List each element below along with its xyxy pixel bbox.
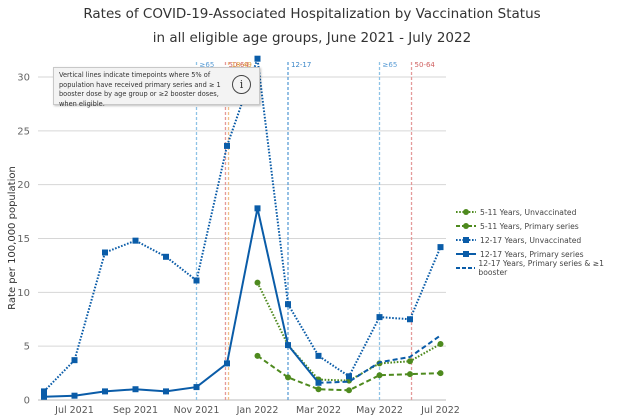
data-point[interactable] bbox=[71, 357, 78, 364]
data-point[interactable] bbox=[102, 388, 108, 395]
series-line bbox=[43, 208, 320, 398]
data-point[interactable] bbox=[437, 370, 444, 377]
series-5-11-years-primary-series[interactable] bbox=[254, 352, 444, 394]
data-point[interactable] bbox=[163, 253, 169, 260]
legend-label: 12-17 Years, Primary series & ≥1 booster bbox=[478, 259, 604, 277]
y-tick-label: 20 bbox=[17, 180, 30, 191]
y-axis-label: Rate per 100,000 population bbox=[7, 166, 18, 310]
legend-label: 12-17 Years, Unvaccinated bbox=[480, 235, 582, 245]
x-tick-label: Jan 2022 bbox=[236, 405, 279, 416]
y-tick-label: 15 bbox=[17, 234, 30, 245]
series-line bbox=[256, 355, 441, 392]
data-point[interactable] bbox=[407, 371, 413, 378]
legend-label: 5-11 Years, Primary series bbox=[480, 221, 579, 231]
series-line bbox=[318, 334, 442, 384]
vertical-line-label: 18-49 bbox=[232, 61, 252, 69]
x-axis-ticks: Jul 2021 Sep 2021 Nov 2021 Jan 2022 Mar 2022… bbox=[54, 405, 460, 416]
data-point[interactable] bbox=[376, 372, 383, 379]
vertical-line-label: ≥65 bbox=[200, 61, 215, 69]
data-point[interactable] bbox=[315, 352, 322, 359]
info-icon[interactable]: i bbox=[232, 75, 251, 94]
legend-item[interactable]: 12-17 Years, Primary series bbox=[455, 247, 624, 261]
legend-item[interactable]: 12-17 Years, Unvaccinated bbox=[455, 233, 624, 247]
data-point[interactable] bbox=[193, 277, 200, 284]
chart-title: Rates of COVID-19-Associated Hospitaliza… bbox=[83, 6, 541, 22]
data-point[interactable] bbox=[163, 388, 169, 395]
gridlines bbox=[38, 76, 446, 401]
y-tick-label: 0 bbox=[24, 396, 30, 407]
data-point[interactable] bbox=[41, 388, 47, 395]
x-tick-label: Jul 2022 bbox=[420, 405, 460, 416]
annotation-tooltip: Vertical lines indicate timepoints where… bbox=[53, 67, 260, 108]
data-point[interactable] bbox=[132, 237, 139, 244]
y-tick-label: 25 bbox=[17, 126, 30, 137]
data-point[interactable] bbox=[315, 386, 322, 393]
data-point[interactable] bbox=[193, 384, 200, 391]
vertical-line-label: 50-64 bbox=[228, 61, 249, 69]
y-tick-label: 5 bbox=[24, 342, 30, 353]
chart-subtitle: in all eligible age groups, June 2021 - … bbox=[152, 30, 472, 46]
legend-item[interactable]: 12-17 Years, Primary series & ≥1 booster bbox=[455, 259, 624, 277]
data-point[interactable] bbox=[102, 249, 108, 256]
legend-label: 5-11 Years, Unvaccinated bbox=[480, 207, 577, 217]
data-point[interactable] bbox=[254, 352, 261, 359]
data-point[interactable] bbox=[254, 55, 261, 62]
legend-swatch bbox=[456, 251, 476, 257]
y-tick-label: 10 bbox=[17, 288, 30, 299]
x-tick-label: Jul 2021 bbox=[54, 405, 94, 416]
y-axis-ticks: 0 5 10 15 20 25 30 bbox=[17, 73, 30, 407]
series-12-17-years-primary-series-1-booster[interactable] bbox=[318, 334, 442, 384]
legend-swatch bbox=[456, 223, 476, 229]
legend-swatch bbox=[456, 267, 476, 269]
data-point[interactable] bbox=[71, 392, 78, 399]
vertical-line-label: ≥65 bbox=[383, 61, 398, 69]
data-point[interactable] bbox=[437, 341, 444, 348]
data-point[interactable] bbox=[437, 244, 444, 251]
data-point[interactable] bbox=[285, 374, 291, 381]
legend-swatch bbox=[456, 237, 476, 243]
data-point[interactable] bbox=[132, 386, 139, 393]
vertical-line-label: 12-17 bbox=[291, 61, 311, 69]
data-point[interactable] bbox=[224, 360, 230, 367]
data-point[interactable] bbox=[254, 205, 261, 212]
data-point[interactable] bbox=[285, 301, 291, 308]
x-tick-label: Mar 2022 bbox=[296, 405, 341, 416]
series-12-17-years-primary-series[interactable] bbox=[41, 205, 322, 400]
annotation-text: Vertical lines indicate timepoints where… bbox=[59, 71, 221, 108]
data-point[interactable] bbox=[346, 387, 352, 394]
x-tick-label: Nov 2021 bbox=[174, 405, 220, 416]
legend-label: 12-17 Years, Primary series bbox=[480, 249, 584, 259]
data-point[interactable] bbox=[346, 373, 352, 380]
data-point[interactable] bbox=[376, 314, 383, 321]
legend-item[interactable]: 5-11 Years, Unvaccinated bbox=[455, 205, 624, 219]
x-tick-label: Sep 2021 bbox=[113, 405, 158, 416]
y-tick-label: 30 bbox=[17, 73, 30, 84]
data-point[interactable] bbox=[407, 358, 413, 365]
data-point[interactable] bbox=[254, 279, 261, 286]
vertical-line-label: 50-64 bbox=[415, 61, 436, 69]
data-point[interactable] bbox=[224, 142, 230, 149]
legend-swatch bbox=[456, 209, 476, 215]
data-point[interactable] bbox=[41, 393, 47, 400]
x-tick-label: May 2022 bbox=[356, 405, 403, 416]
data-point[interactable] bbox=[285, 342, 291, 349]
data-point[interactable] bbox=[407, 316, 413, 323]
series-5-11-years-unvaccinated[interactable] bbox=[254, 279, 444, 384]
legend: 5-11 Years, Unvaccinated 5-11 Years, Prim… bbox=[455, 205, 624, 277]
legend-item[interactable]: 5-11 Years, Primary series bbox=[455, 219, 624, 233]
